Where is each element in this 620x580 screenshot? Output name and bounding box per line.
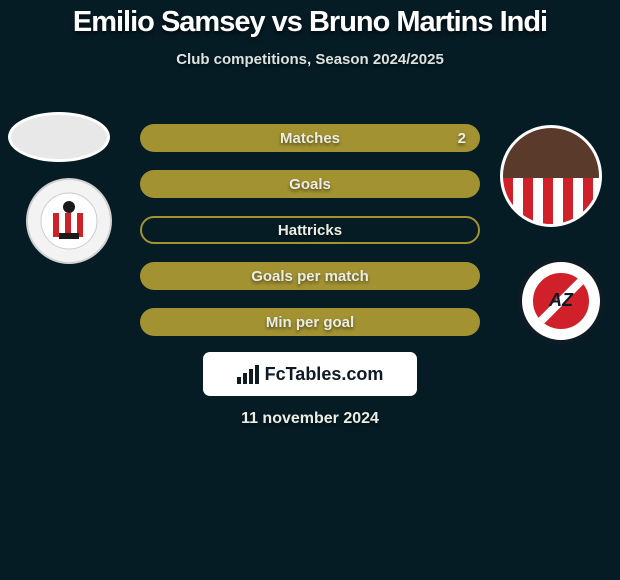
stat-label: Goals [289, 176, 331, 193]
branding-badge: FcTables.com [203, 352, 417, 396]
page-title: Emilio Samsey vs Bruno Martins Indi [0, 0, 620, 39]
club-right-logo: AZ [518, 258, 604, 344]
subtitle: Club competitions, Season 2024/2025 [0, 51, 620, 68]
stats-container: Matches 2 Goals Hattricks Goals per matc… [140, 124, 480, 354]
club-left-logo [26, 178, 112, 264]
stat-row-mpg: Min per goal [140, 308, 480, 336]
stat-row-goals: Goals [140, 170, 480, 198]
stat-label: Hattricks [278, 222, 342, 239]
az-badge: AZ [530, 270, 592, 332]
branding-text: FcTables.com [265, 364, 384, 385]
bars-icon [237, 365, 259, 384]
stat-row-matches: Matches 2 [140, 124, 480, 152]
az-label: AZ [549, 290, 573, 311]
player-right-avatar [500, 125, 602, 227]
sparta-icon [39, 191, 99, 251]
date-label: 11 november 2024 [0, 410, 620, 428]
stat-label: Min per goal [266, 314, 354, 331]
stat-label: Matches [280, 130, 340, 147]
stat-label: Goals per match [251, 268, 369, 285]
stat-row-hattricks: Hattricks [140, 216, 480, 244]
stat-row-gpm: Goals per match [140, 262, 480, 290]
stat-value-right: 2 [458, 130, 466, 147]
player-left-avatar [8, 112, 110, 162]
